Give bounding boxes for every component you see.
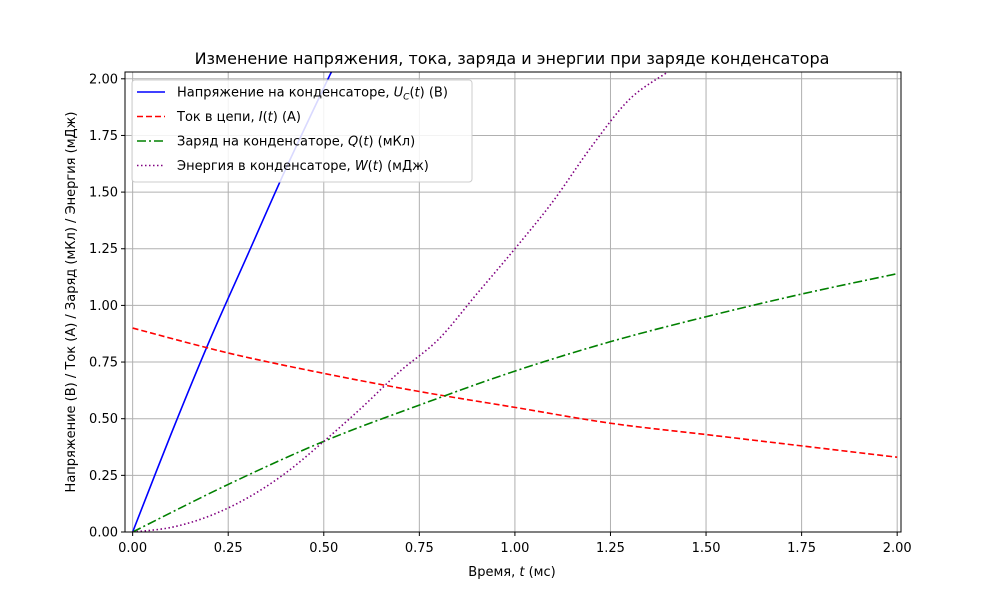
x-tick-label: 2.00	[883, 541, 912, 556]
series-line-1	[132, 327, 898, 459]
plot-frame	[124, 71, 902, 533]
y-tick-label: 0.00	[89, 526, 118, 541]
y-tick-label: 1.25	[89, 242, 118, 257]
chart-title: Изменение напряжения, тока, заряда и эне…	[195, 49, 830, 68]
x-axis-label-post: (мс)	[524, 565, 555, 580]
x-axis-ticks: 0.00 0.25 0.50 0.75 1.00 1.25 1.50 1.75 2.00	[118, 532, 912, 556]
legend-label-1: Ток в цепи, I(t) (А)	[176, 110, 301, 125]
x-tick-label: 0.75	[405, 541, 434, 556]
legend-label-3: Энергия в конденсаторе, W(t) (мДж)	[177, 159, 429, 174]
y-tick-label: 0.50	[89, 412, 118, 427]
y-axis-ticks: 0.00 0.25 0.50 0.75 1.00 1.25 1.50 1.75 2.00	[89, 72, 125, 541]
x-tick-label: 0.50	[309, 541, 338, 556]
x-axis-label-var: t	[519, 565, 525, 580]
series-line-3	[132, 72, 669, 532]
x-tick-label: 1.25	[596, 541, 625, 556]
legend: Напряжение на конденсаторе, UC(t) (В) Ток…	[131, 79, 473, 183]
series-line-2	[132, 272, 898, 532]
x-tick-label: 1.00	[500, 541, 529, 556]
y-tick-label: 1.00	[89, 299, 118, 314]
x-axis-label-pre: Время,	[468, 565, 519, 580]
y-tick-label: 1.50	[89, 186, 118, 201]
x-tick-label: 0.00	[118, 541, 147, 556]
y-tick-label: 0.75	[89, 356, 118, 371]
y-tick-label: 2.00	[89, 72, 118, 87]
x-tick-label: 0.25	[214, 541, 243, 556]
x-axis-label: Время, t (мс)	[468, 565, 555, 580]
x-tick-label: 1.75	[787, 541, 816, 556]
legend-label-0: Напряжение на конденсаторе, UC(t) (В)	[177, 86, 448, 103]
legend-label-2: Заряд на конденсаторе, Q(t) (мКл)	[177, 135, 415, 150]
y-tick-label: 0.25	[89, 469, 118, 484]
y-axis-label: Напряжение (В) / Ток (А) / Заряд (мКл) /…	[64, 112, 79, 493]
x-tick-label: 1.50	[692, 541, 721, 556]
y-tick-label: 1.75	[89, 129, 118, 144]
legend-box	[131, 79, 473, 183]
